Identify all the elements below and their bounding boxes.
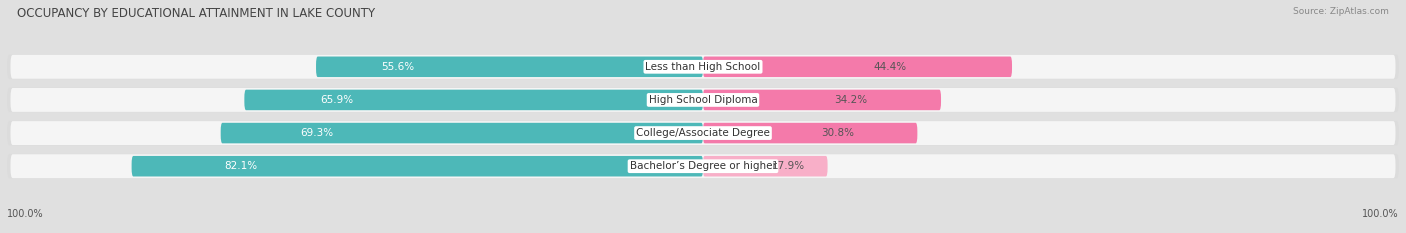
FancyBboxPatch shape <box>221 123 703 143</box>
Text: 100.0%: 100.0% <box>1362 209 1399 219</box>
FancyBboxPatch shape <box>132 156 703 176</box>
Text: Source: ZipAtlas.com: Source: ZipAtlas.com <box>1294 7 1389 16</box>
Text: 17.9%: 17.9% <box>772 161 804 171</box>
Text: 82.1%: 82.1% <box>225 161 257 171</box>
FancyBboxPatch shape <box>7 88 1399 112</box>
FancyBboxPatch shape <box>703 90 941 110</box>
Text: 55.6%: 55.6% <box>381 62 415 72</box>
FancyBboxPatch shape <box>10 55 1396 79</box>
Text: Bachelor’s Degree or higher: Bachelor’s Degree or higher <box>630 161 776 171</box>
FancyBboxPatch shape <box>245 90 703 110</box>
FancyBboxPatch shape <box>7 121 1399 145</box>
FancyBboxPatch shape <box>7 55 1399 79</box>
Text: 30.8%: 30.8% <box>821 128 853 138</box>
Text: OCCUPANCY BY EDUCATIONAL ATTAINMENT IN LAKE COUNTY: OCCUPANCY BY EDUCATIONAL ATTAINMENT IN L… <box>17 7 375 20</box>
Text: High School Diploma: High School Diploma <box>648 95 758 105</box>
FancyBboxPatch shape <box>703 123 917 143</box>
Text: 69.3%: 69.3% <box>299 128 333 138</box>
Text: Less than High School: Less than High School <box>645 62 761 72</box>
FancyBboxPatch shape <box>316 57 703 77</box>
Text: College/Associate Degree: College/Associate Degree <box>636 128 770 138</box>
Text: 44.4%: 44.4% <box>873 62 905 72</box>
Text: 34.2%: 34.2% <box>834 95 868 105</box>
FancyBboxPatch shape <box>10 88 1396 112</box>
FancyBboxPatch shape <box>703 57 1012 77</box>
FancyBboxPatch shape <box>7 154 1399 178</box>
Text: 100.0%: 100.0% <box>7 209 44 219</box>
FancyBboxPatch shape <box>10 154 1396 178</box>
FancyBboxPatch shape <box>703 156 828 176</box>
FancyBboxPatch shape <box>10 121 1396 145</box>
Text: 65.9%: 65.9% <box>321 95 353 105</box>
